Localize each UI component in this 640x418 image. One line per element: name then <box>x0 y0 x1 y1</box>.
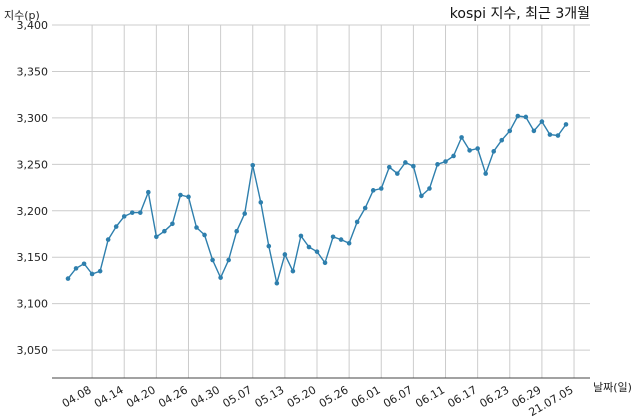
data-point <box>507 128 513 134</box>
data-point <box>427 186 432 191</box>
data-point <box>194 225 199 230</box>
x-tick-label: 04.30 <box>188 383 222 410</box>
data-point <box>186 194 191 200</box>
data-point <box>258 200 264 205</box>
data-point <box>451 153 456 159</box>
data-point <box>555 133 561 138</box>
data-point <box>89 271 95 277</box>
x-tick-label: 06.17 <box>445 383 479 410</box>
data-point <box>170 221 175 227</box>
data-point <box>242 211 248 216</box>
data-point <box>81 261 87 267</box>
y-tick-label: 3,100 <box>17 298 49 311</box>
y-tick-label: 3,050 <box>17 344 49 357</box>
y-tick-label: 3,350 <box>17 65 49 78</box>
tick-labels: 3,050 3,100 3,150 3,200 3,250 3,300 3,350 3,400… <box>17 19 576 418</box>
data-point <box>491 149 497 154</box>
data-point <box>362 205 368 211</box>
data-point <box>322 260 328 266</box>
grid-lines <box>52 24 590 378</box>
data-point <box>202 232 207 238</box>
x-tick-label: 05.26 <box>317 383 351 410</box>
data-point <box>210 257 215 263</box>
data-point <box>298 233 304 239</box>
data-point <box>563 122 569 127</box>
x-tick-label: 04.20 <box>124 383 158 410</box>
data-point <box>435 162 440 167</box>
data-point <box>386 164 392 170</box>
data-point <box>338 237 344 242</box>
y-tick-label: 3,200 <box>17 205 49 218</box>
data-point <box>467 148 472 153</box>
data-point <box>483 171 488 176</box>
y-tick-label: 3,150 <box>17 251 49 264</box>
data-point <box>443 159 448 164</box>
data-point <box>499 137 505 143</box>
data-point <box>354 219 360 225</box>
data-point <box>250 162 256 168</box>
data-point <box>65 276 71 281</box>
data-point <box>97 268 103 274</box>
data-point <box>330 234 336 240</box>
data-point <box>282 252 288 257</box>
data-point <box>419 193 424 199</box>
data-point <box>306 244 312 250</box>
data-point <box>411 163 416 169</box>
y-tick-label: 3,400 <box>17 19 49 32</box>
data-point <box>531 128 537 134</box>
data-point <box>378 186 384 191</box>
data-point <box>547 132 553 137</box>
x-tick-label: 06.11 <box>413 383 447 410</box>
x-tick-label: 06.23 <box>477 383 511 410</box>
x-tick-label: 04.14 <box>92 383 126 410</box>
data-point <box>475 146 480 151</box>
data-point <box>403 160 408 165</box>
x-tick-label: 04.26 <box>156 383 190 410</box>
chart-title: kospi 지수, 최근 3개월 <box>450 6 590 22</box>
data-point <box>290 268 296 274</box>
data-point <box>459 135 464 140</box>
data-point <box>129 210 135 215</box>
data-point <box>234 228 239 234</box>
x-tick-label: 04.08 <box>60 383 94 410</box>
y-tick-label: 3,250 <box>17 158 49 171</box>
data-point <box>137 210 143 215</box>
x-tick-label: 05.07 <box>220 383 254 410</box>
series-kospi <box>65 113 569 286</box>
data-point <box>105 237 111 242</box>
data-point <box>162 228 167 234</box>
data-point <box>395 171 400 176</box>
data-point <box>274 280 280 286</box>
data-point <box>154 234 159 240</box>
data-point <box>346 241 352 246</box>
data-point <box>113 224 119 229</box>
data-point <box>146 189 151 195</box>
data-point <box>218 275 223 280</box>
x-tick-label: 05.20 <box>285 383 319 410</box>
data-point <box>226 257 231 263</box>
data-point <box>515 113 521 119</box>
x-tick-label: 06.01 <box>349 383 383 410</box>
x-tick-label: 06.07 <box>381 383 415 410</box>
data-point <box>523 114 529 120</box>
data-point <box>73 266 79 271</box>
data-point <box>178 192 183 198</box>
x-axis-label: 날짜(일) <box>593 380 632 394</box>
data-point <box>539 119 545 124</box>
data-point <box>314 249 320 254</box>
data-point <box>266 243 272 249</box>
y-tick-label: 3,300 <box>17 112 49 125</box>
y-axis-label: 지수(p) <box>4 9 40 22</box>
x-tick-label: 05.13 <box>253 383 287 410</box>
data-point <box>370 188 376 193</box>
data-point <box>121 214 127 219</box>
